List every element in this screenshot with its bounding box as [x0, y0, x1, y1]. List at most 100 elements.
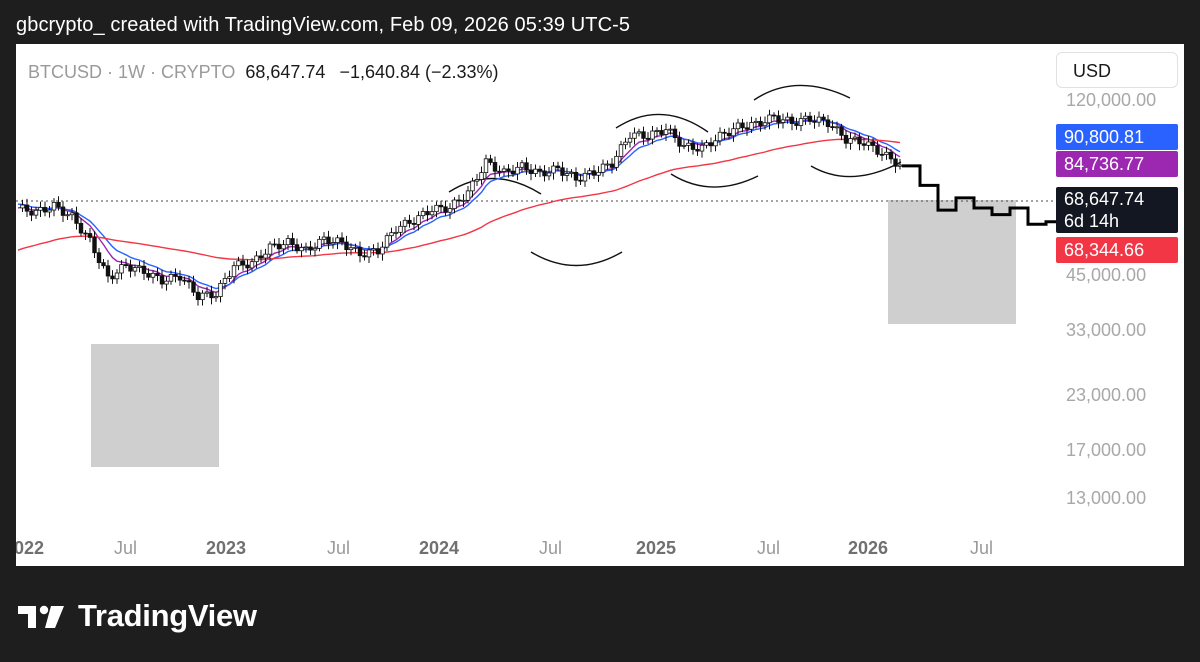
highlight-box-2026 — [888, 200, 1016, 324]
candle-body — [339, 237, 345, 243]
candle-body — [632, 132, 637, 139]
candle-body — [762, 122, 768, 127]
candle-body — [843, 134, 849, 144]
candle-body — [92, 237, 97, 254]
symbol-info: BTCUSD · 1W · CRYPTO 68,647.74 −1,640.84 (… — [28, 62, 499, 83]
candle-body — [704, 142, 709, 146]
arc-top-3 — [753, 84, 851, 101]
footer-brand[interactable]: TradingView — [18, 596, 257, 636]
candle-body — [326, 236, 331, 245]
candle-body — [384, 235, 390, 248]
candle-body — [452, 199, 457, 210]
chart-panel[interactable]: BTCUSD · 1W · CRYPTO 68,647.74 −1,640.84 (… — [16, 44, 1184, 566]
candle-body — [200, 292, 205, 301]
y-tick-label: 23,000.00 — [1066, 385, 1147, 405]
symbol-change: −1,640.84 (−2.33%) — [339, 62, 499, 82]
candle-body — [330, 242, 336, 245]
candle-body — [605, 163, 610, 166]
candle-body — [537, 168, 543, 172]
candle-body — [519, 162, 525, 168]
candle-body — [290, 238, 295, 246]
candle-body — [119, 264, 124, 274]
candle-body — [753, 120, 759, 123]
candle-body — [276, 243, 282, 250]
candle-body — [191, 281, 196, 293]
candle-body — [794, 123, 799, 126]
price-chart[interactable] — [16, 44, 1184, 566]
candle-body — [60, 206, 66, 216]
candle-body — [816, 116, 822, 123]
x-tick-label: Jul — [539, 538, 563, 558]
candle-body — [488, 158, 493, 163]
candle-body — [456, 199, 462, 202]
chart-caption: gbcrypto_ created with TradingView.com, … — [16, 14, 631, 36]
pattern-arcs — [448, 84, 902, 267]
candle-body — [542, 170, 547, 177]
candle-body — [51, 201, 57, 211]
candle-body — [47, 209, 52, 213]
candle-body — [713, 140, 718, 147]
candle-body — [609, 163, 615, 168]
candle-body — [524, 162, 529, 171]
candle-body — [875, 145, 880, 155]
arc-bottom-2 — [670, 173, 759, 188]
candle-body — [501, 168, 507, 172]
candle-body — [182, 279, 187, 282]
candle-body — [371, 248, 376, 251]
projection-path — [902, 164, 1066, 226]
candle-body — [515, 166, 520, 175]
candle-body — [38, 207, 43, 211]
candle-body — [105, 265, 111, 277]
candle-body — [870, 141, 876, 146]
candle-body — [650, 130, 655, 140]
symbol-ticker: BTCUSD · 1W · CRYPTO — [28, 62, 236, 82]
candle-body — [677, 137, 682, 147]
candle-body — [132, 267, 138, 272]
arc-bottom-3 — [810, 161, 902, 178]
candle-body — [411, 223, 417, 225]
x-tick-label: Jul — [114, 538, 138, 558]
candle-body — [317, 238, 322, 249]
candle-body — [731, 128, 736, 137]
candle-body — [42, 207, 48, 213]
candle-body — [807, 115, 813, 122]
highlight-box-2022 — [91, 344, 219, 467]
candle-body — [65, 214, 70, 217]
candle-body — [335, 237, 340, 243]
candle-body — [623, 141, 628, 146]
y-tick-label: 17,000.00 — [1066, 440, 1147, 460]
currency-button[interactable]: USD — [1056, 52, 1178, 88]
candle-body — [204, 291, 210, 294]
candle-body — [825, 119, 831, 128]
candle-body — [645, 137, 651, 140]
candle-body — [861, 143, 867, 146]
candle-body — [803, 115, 808, 120]
candle-body — [272, 243, 277, 246]
candle-body — [888, 151, 894, 160]
candle-body — [780, 119, 786, 123]
candlesticks — [20, 109, 903, 306]
x-tick-label: 2023 — [206, 538, 247, 558]
candle-body — [564, 173, 570, 176]
x-tick-label: 2025 — [636, 538, 677, 558]
candle-body — [641, 131, 646, 139]
candle-body — [582, 172, 588, 182]
candle-body — [366, 249, 372, 258]
candle-body — [110, 275, 115, 280]
candle-body — [123, 264, 129, 266]
candle-body — [785, 116, 790, 121]
candle-body — [308, 246, 313, 251]
candle-body — [578, 179, 583, 182]
candle-body — [236, 260, 241, 267]
candle-body — [24, 204, 30, 212]
candle-body — [474, 179, 480, 182]
candle-body — [492, 162, 498, 172]
candle-body — [254, 255, 259, 263]
candle-body — [699, 144, 705, 152]
candle-body — [407, 219, 412, 224]
candle-body — [164, 280, 169, 285]
candle-body — [87, 233, 93, 238]
candle-body — [380, 246, 385, 255]
candle-body — [465, 190, 471, 201]
candle-body — [659, 130, 664, 135]
